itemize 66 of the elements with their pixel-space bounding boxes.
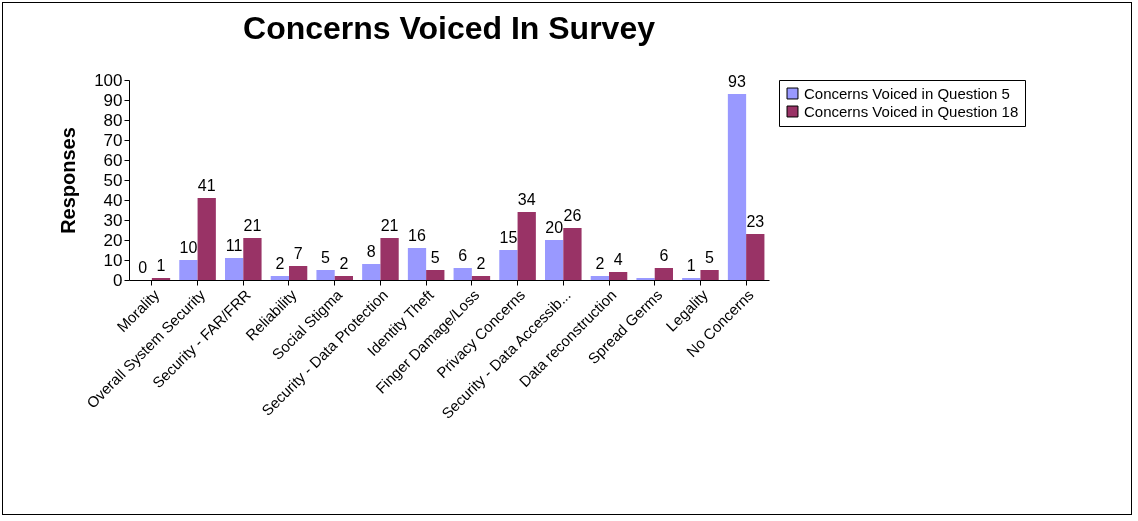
bar	[334, 276, 353, 280]
bar	[225, 258, 244, 280]
legend-label: Concerns Voiced in Question 5	[804, 84, 1010, 102]
bar	[746, 234, 765, 280]
data-label: 2	[476, 255, 486, 272]
bar	[407, 248, 427, 280]
data-label: 93	[728, 73, 746, 90]
data-label: 1	[156, 257, 166, 274]
data-label: 4	[613, 251, 623, 268]
bar	[270, 276, 289, 280]
y-tick-label: 50	[103, 170, 123, 190]
bar	[700, 270, 719, 280]
data-label: 11	[225, 237, 243, 254]
data-label: 21	[243, 217, 262, 234]
y-tick-label: 10	[103, 250, 123, 270]
data-label: 2	[595, 255, 605, 272]
y-tick-label: 90	[103, 90, 123, 110]
y-tick-label: 40	[103, 190, 123, 210]
data-label: 21	[380, 217, 399, 234]
y-tick-label: 30	[103, 210, 123, 230]
bar	[563, 228, 582, 280]
data-label: 2	[275, 255, 285, 272]
bar	[453, 268, 472, 280]
data-label: 5	[430, 249, 440, 266]
legend-label: Concerns Voiced in Question 18	[804, 102, 1019, 120]
y-tick-label: 100	[94, 70, 123, 90]
bar	[727, 94, 747, 280]
bar	[426, 270, 445, 280]
chart-title: Concerns Voiced In Survey	[243, 10, 656, 46]
data-label: 6	[659, 247, 669, 264]
bar	[471, 276, 491, 280]
bar	[590, 276, 609, 280]
bar	[499, 250, 518, 280]
data-label: 7	[293, 245, 303, 262]
y-tick-label: 20	[103, 230, 123, 250]
bar	[545, 240, 564, 280]
data-label: 23	[746, 213, 765, 230]
data-label: 5	[321, 249, 331, 266]
bar	[197, 198, 216, 280]
y-axis-title: Responses	[57, 127, 80, 234]
bar	[362, 264, 381, 280]
data-label: 20	[545, 219, 564, 236]
y-tick-label: 0	[113, 270, 123, 290]
bar	[380, 238, 399, 280]
y-tick-label: 60	[103, 150, 123, 170]
bar	[609, 272, 628, 280]
bar	[289, 266, 308, 280]
data-label: 26	[563, 207, 582, 224]
data-label: 10	[179, 239, 198, 256]
bar	[654, 268, 673, 280]
data-label: 15	[499, 229, 518, 246]
bar	[316, 270, 335, 280]
data-label: 16	[408, 227, 426, 244]
data-label: 1	[686, 257, 696, 274]
bar	[517, 212, 536, 280]
bar	[179, 260, 198, 280]
data-label: 8	[366, 243, 376, 260]
data-label: 6	[458, 247, 468, 264]
y-tick-label: 70	[103, 130, 123, 150]
bar	[243, 238, 262, 280]
data-label: 41	[197, 177, 216, 194]
data-label: 34	[517, 191, 536, 208]
data-label: 2	[339, 255, 349, 272]
data-label: 5	[705, 249, 715, 266]
data-label: 0	[138, 259, 148, 276]
y-tick-label: 80	[103, 110, 123, 130]
